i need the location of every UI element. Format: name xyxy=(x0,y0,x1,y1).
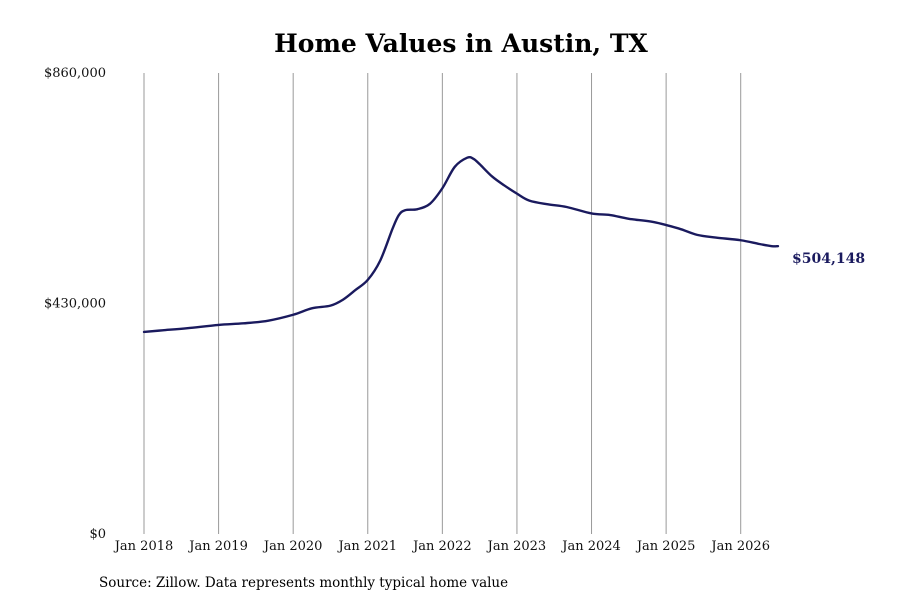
x-tick-label: Jan 2021 xyxy=(336,539,397,554)
grid-lines xyxy=(143,73,742,534)
x-tick-label: Jan 2024 xyxy=(560,539,621,554)
x-tick-label: Jan 2018 xyxy=(113,539,174,554)
end-value-label: $504,148 xyxy=(792,251,865,267)
x-tick-label: Jan 2025 xyxy=(635,539,696,554)
chart-title: Home Values in Austin, TX xyxy=(274,29,648,58)
x-tick-label: Jan 2019 xyxy=(187,539,248,554)
x-tick-label: Jan 2026 xyxy=(709,539,770,554)
y-tick-label: $0 xyxy=(89,527,106,542)
x-tick-label: Jan 2022 xyxy=(411,539,472,554)
y-axis: $0 $430,000 $860,000 xyxy=(44,66,106,542)
plot-area xyxy=(142,155,780,334)
source-note: Source: Zillow. Data represents monthly … xyxy=(99,575,508,591)
y-tick-label: $430,000 xyxy=(44,297,106,312)
x-tick-label: Jan 2020 xyxy=(262,539,323,554)
x-axis: Jan 2018 Jan 2019 Jan 2020 Jan 2021 Jan 2022… xyxy=(113,539,770,554)
x-tick-label: Jan 2023 xyxy=(486,539,547,554)
series-line xyxy=(142,155,780,334)
y-tick-label: $860,000 xyxy=(44,66,106,81)
